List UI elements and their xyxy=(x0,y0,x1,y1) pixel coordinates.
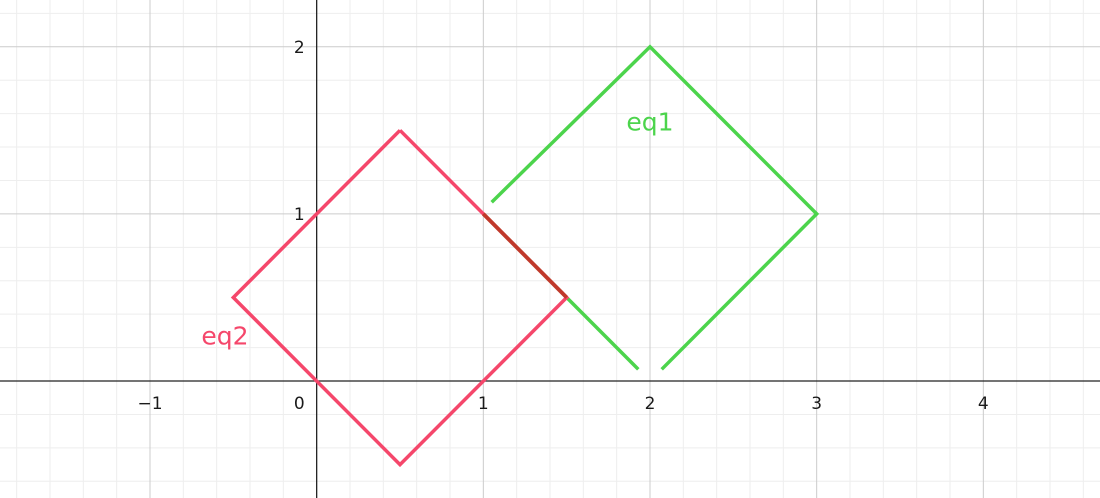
y-tick-label: 2 xyxy=(294,38,305,58)
overlap-segment xyxy=(481,212,569,299)
eq1-curve xyxy=(490,44,820,371)
tick-labels: −1 0 1 2 3 4 1 2 xyxy=(137,38,988,414)
y-tick-label: 1 xyxy=(294,205,305,225)
x-tick-label: 2 xyxy=(645,394,656,414)
x-tick-label: 0 xyxy=(294,394,305,414)
eq1-label: eq1 xyxy=(626,107,673,136)
x-tick-label: 1 xyxy=(478,394,489,414)
curve-labels: eq1 eq2 xyxy=(201,107,673,350)
eq2-label: eq2 xyxy=(201,321,248,350)
x-tick-label: 3 xyxy=(811,394,822,414)
x-tick-label: 4 xyxy=(978,394,989,414)
curves xyxy=(230,44,820,468)
x-tick-label: −1 xyxy=(137,394,162,414)
